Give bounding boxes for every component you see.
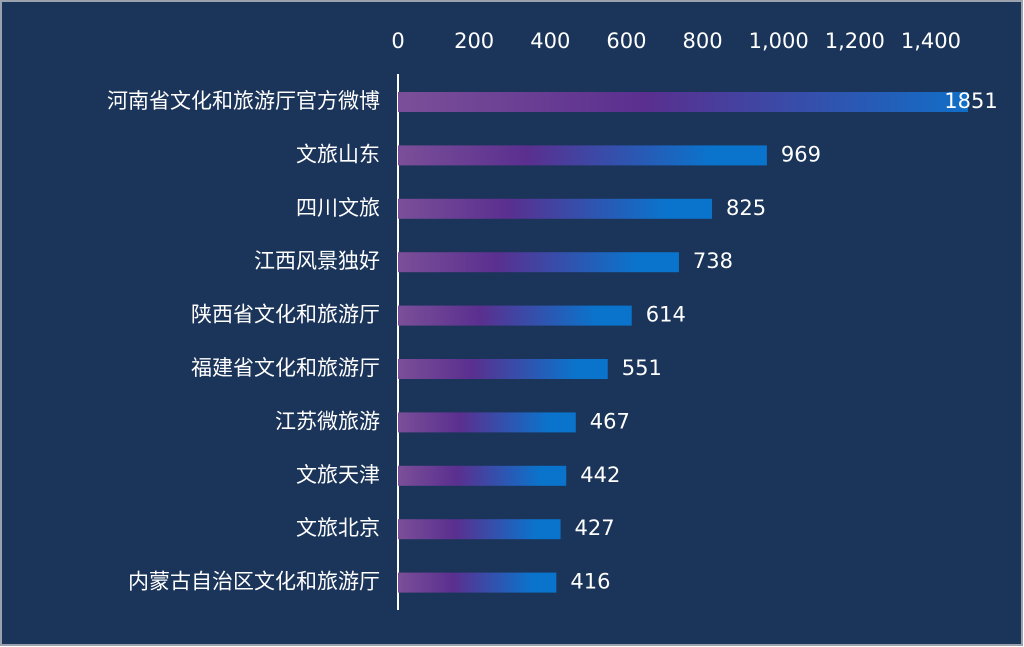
bar	[398, 412, 576, 433]
bar	[398, 572, 557, 593]
bar	[398, 359, 608, 379]
y-tick-label: 江西风景独好	[254, 249, 380, 273]
value-label: 825	[726, 196, 766, 220]
value-label: 969	[781, 142, 821, 166]
x-tick-label: 200	[454, 29, 494, 53]
x-tick-label: 800	[682, 29, 722, 53]
y-tick-label: 福建省文化和旅游厅	[191, 356, 380, 380]
bar	[398, 305, 632, 326]
bar	[398, 198, 713, 219]
x-tick-label: 1,000	[749, 29, 809, 53]
bar	[398, 465, 567, 486]
value-label: 1851	[944, 89, 997, 113]
value-label: 614	[646, 303, 686, 327]
x-tick-label: 600	[606, 29, 646, 53]
y-tick-label: 河南省文化和旅游厅官方微博	[107, 89, 380, 113]
value-label: 551	[622, 356, 662, 380]
value-label: 427	[575, 516, 615, 540]
bar	[398, 145, 767, 166]
y-tick-label: 内蒙古自治区文化和旅游厅	[128, 570, 380, 594]
value-label: 416	[570, 570, 610, 594]
value-label: 442	[580, 463, 620, 487]
x-tick-label: 400	[530, 29, 570, 53]
x-tick-label: 0	[391, 29, 404, 53]
y-tick-label: 江苏微旅游	[275, 409, 380, 433]
value-label: 467	[590, 409, 630, 433]
y-tick-label: 文旅山东	[296, 142, 380, 166]
plot-area	[398, 92, 968, 593]
y-tick-label: 陕西省文化和旅游厅	[191, 303, 380, 327]
value-label: 738	[693, 249, 733, 273]
x-tick-label: 1,200	[825, 29, 885, 53]
bar	[398, 252, 679, 273]
x-tick-label: 1,400	[901, 29, 961, 53]
bar	[398, 519, 561, 540]
y-tick-label: 文旅天津	[296, 463, 380, 487]
y-tick-label: 文旅北京	[296, 516, 380, 540]
y-tick-label: 四川文旅	[296, 196, 380, 220]
bar	[398, 92, 968, 112]
